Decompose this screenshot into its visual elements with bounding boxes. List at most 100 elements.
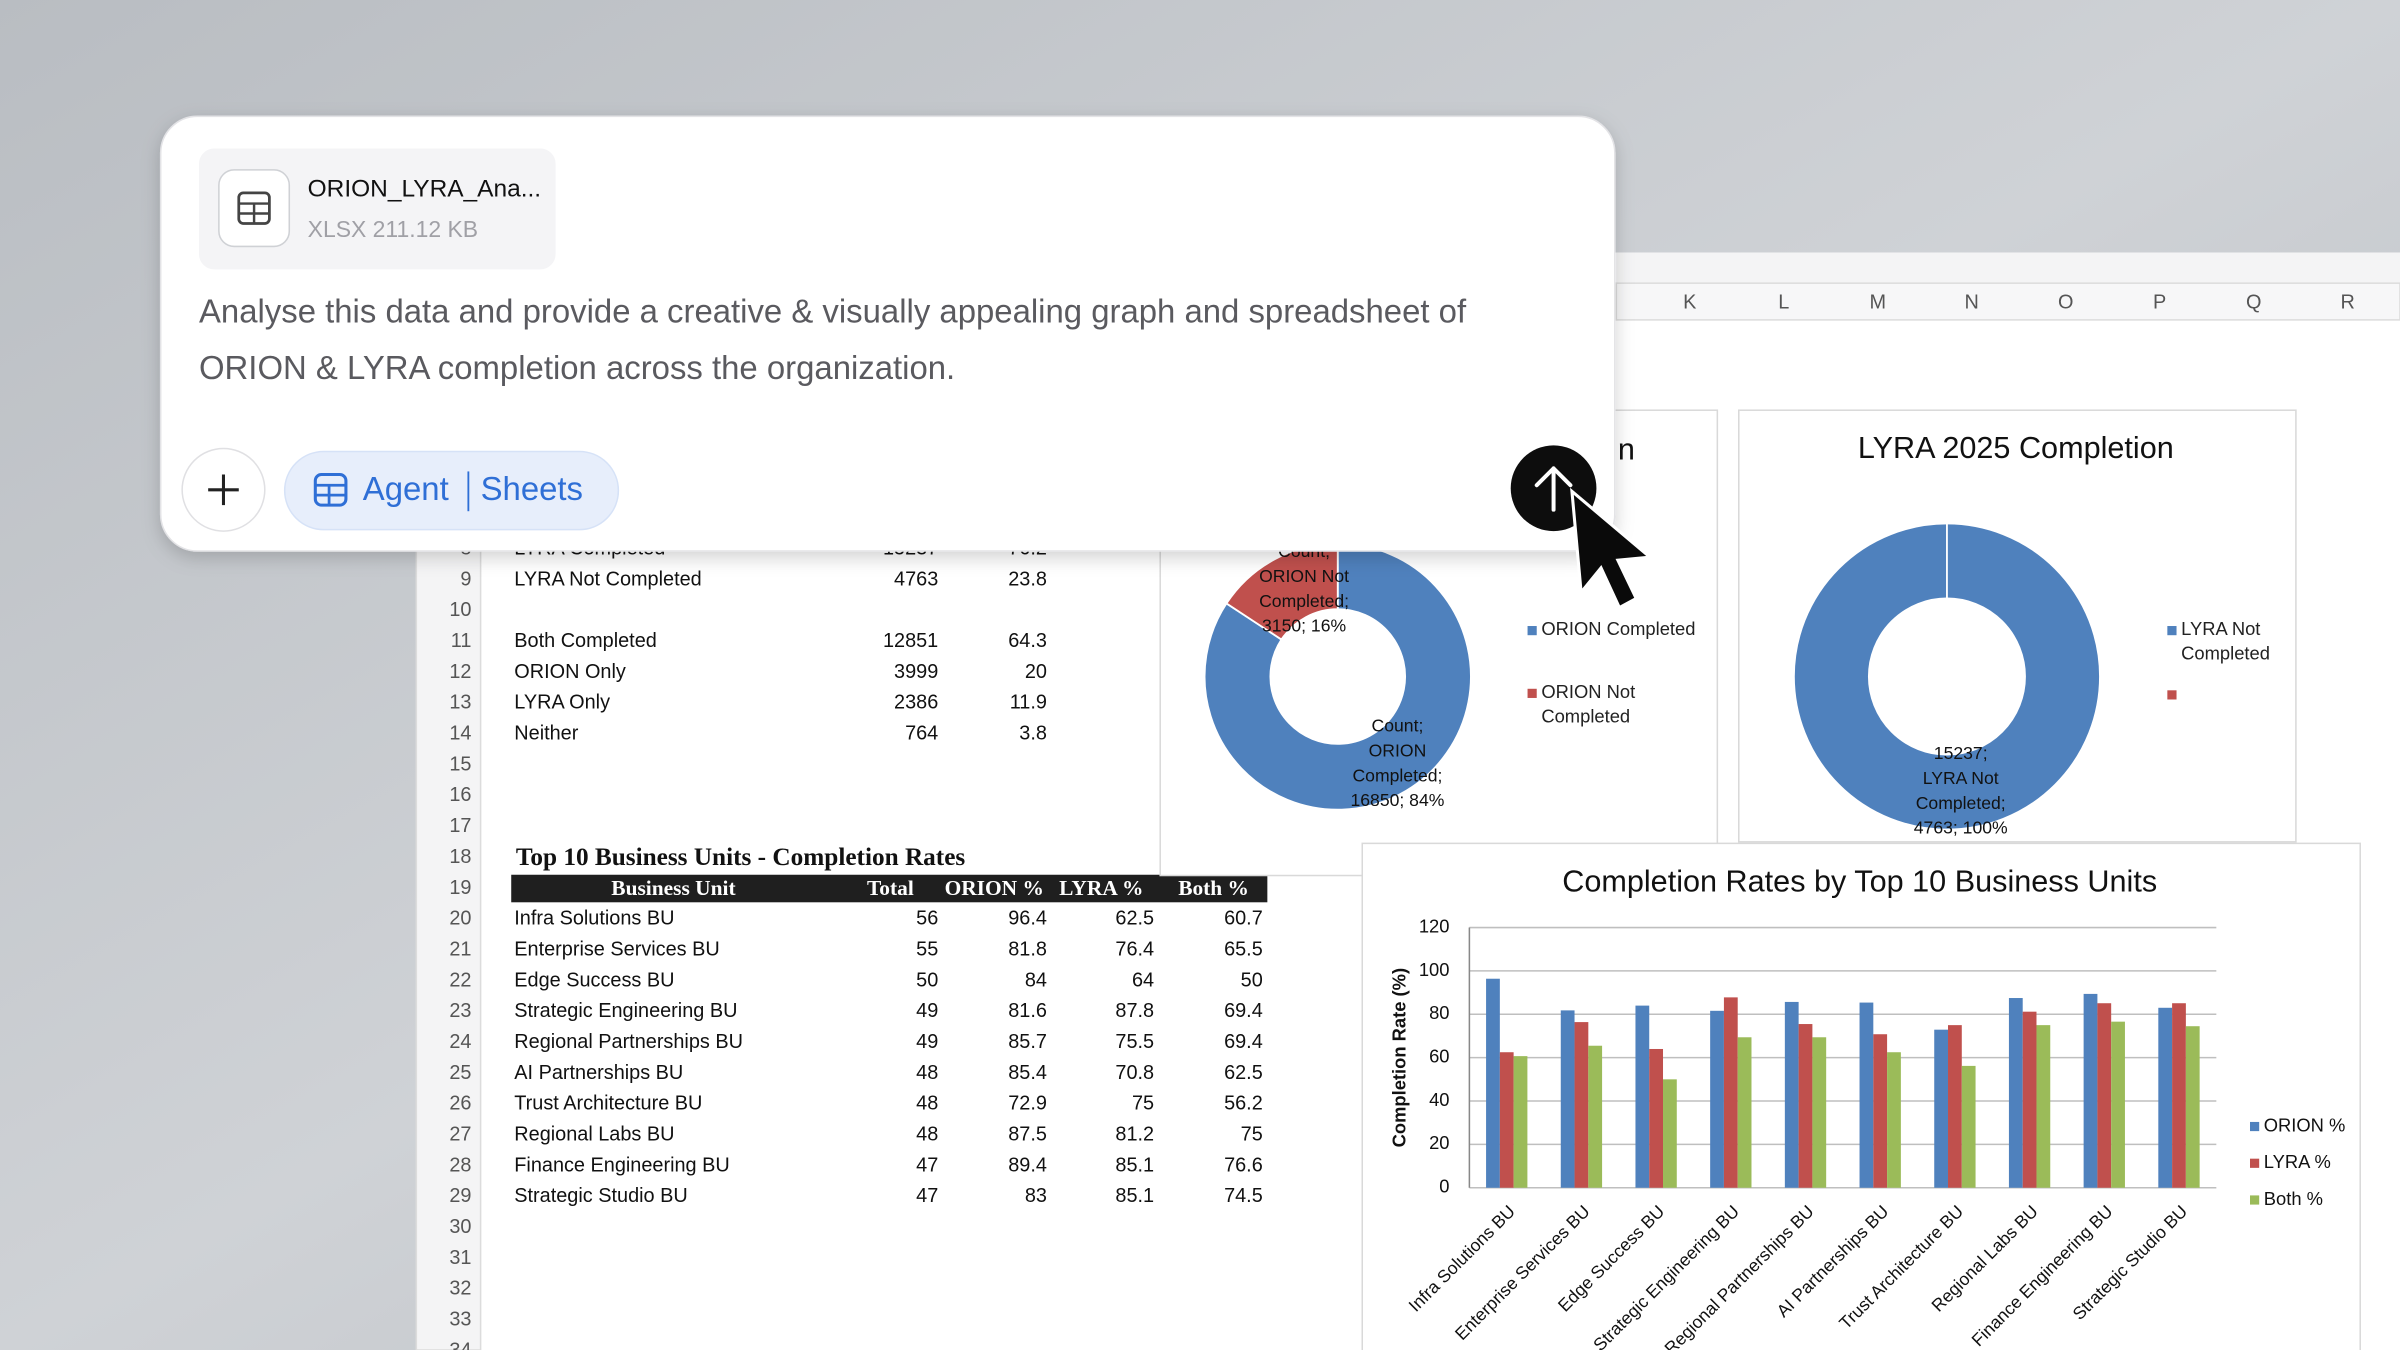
legend-swatch: [2250, 1121, 2260, 1132]
legend-label: ORION Not Completed: [1541, 681, 1636, 728]
cell-number: 85.1: [1115, 1154, 1154, 1176]
row-number: 20: [449, 908, 471, 930]
column-header-bar: [1615, 282, 2400, 321]
bar: [2036, 1025, 2051, 1188]
file-name: ORION_LYRA_Ana...: [308, 175, 541, 202]
cell-label: Strategic Engineering BU: [514, 1000, 737, 1022]
row-number: 17: [449, 815, 471, 837]
agent-label: Agent: [363, 470, 449, 507]
table-header: Total: [867, 876, 914, 900]
cell-number: 3999: [894, 661, 938, 683]
bar: [1948, 1025, 1962, 1188]
bar: [2008, 998, 2023, 1188]
bar: [1635, 1005, 1650, 1188]
data-label: 3150; 16%: [1262, 616, 1346, 636]
cell-number: 75: [1241, 1124, 1263, 1146]
y-tick-label: 40: [1429, 1089, 1449, 1110]
bar: [1784, 1001, 1799, 1188]
cell-number: 64.3: [1008, 630, 1047, 652]
sheets-label: Sheets: [481, 470, 583, 507]
bar: [1934, 1029, 1949, 1188]
row-number: 30: [449, 1216, 471, 1238]
cell-number: 56: [916, 908, 938, 930]
cell-label: AI Partnerships BU: [514, 1062, 683, 1084]
cell-number: 23.8: [1008, 568, 1047, 590]
bar: [2097, 1003, 2112, 1188]
table-title: Top 10 Business Units - Completion Rates: [516, 843, 966, 871]
column-letter: R: [2340, 291, 2354, 313]
row-number: 25: [449, 1062, 471, 1084]
data-label: LYRA Not: [1923, 768, 1999, 788]
cell-number: 87.5: [1008, 1124, 1047, 1146]
row-number: 28: [449, 1154, 471, 1176]
legend-box: ORION Not Completed: [1541, 681, 1636, 728]
cell-label: Regional Labs BU: [514, 1124, 674, 1146]
bar: [2083, 993, 2098, 1188]
file-meta: XLSX 211.12 KB: [308, 216, 478, 242]
cell-number: 85.1: [1115, 1185, 1154, 1207]
cell-number: 2386: [894, 692, 938, 714]
bar: [2111, 1021, 2125, 1188]
bar: [1513, 1056, 1528, 1188]
cell-label: Both Completed: [514, 630, 657, 652]
legend-label: LYRA Not Completed: [2181, 618, 2270, 665]
cell-number: 89.4: [1008, 1154, 1047, 1176]
bar: [1663, 1079, 1677, 1188]
sheets-icon: [313, 472, 348, 507]
legend-swatch: [2167, 690, 2177, 700]
legend-swatch: [1527, 626, 1537, 636]
bar: [1873, 1034, 1888, 1188]
cell-number: 70.8: [1115, 1062, 1154, 1084]
cell-label: Trust Architecture BU: [514, 1093, 702, 1115]
cell-number: 85.4: [1008, 1062, 1047, 1084]
table-header: Both %: [1178, 876, 1249, 900]
bar: [1798, 1024, 1813, 1188]
data-label: ORION Not: [1259, 566, 1349, 586]
cell-number: 60.7: [1224, 908, 1263, 930]
row-number: 32: [449, 1278, 471, 1300]
y-tick-label: 120: [1419, 915, 1450, 936]
cell-number: 56.2: [1224, 1093, 1263, 1115]
cell-number: 20: [1025, 661, 1047, 683]
cell-label: LYRA Only: [514, 692, 610, 714]
cell-number: 50: [1241, 969, 1263, 991]
bar: [1499, 1052, 1514, 1188]
table-header-bar: [511, 874, 1268, 903]
row-number: 26: [449, 1093, 471, 1115]
bar: [1812, 1037, 1827, 1188]
row-number: 13: [449, 692, 471, 714]
legend-swatch: [1527, 688, 1537, 698]
row-number: 22: [449, 969, 471, 991]
bar: [1649, 1048, 1664, 1188]
cell-number: 84: [1025, 969, 1047, 991]
row-number: 11: [451, 630, 472, 652]
agent-pill[interactable]: [283, 450, 620, 531]
donut-slice: [1203, 542, 1472, 811]
cell-number: 76.6: [1224, 1154, 1263, 1176]
cell-number: 81.6: [1008, 1000, 1047, 1022]
cell-number: 74.5: [1224, 1185, 1263, 1207]
row-number: 29: [449, 1185, 471, 1207]
bar: [1961, 1065, 1976, 1188]
table-header: ORION %: [945, 876, 1044, 900]
row-number: 23: [449, 1000, 471, 1022]
bar: [2022, 1011, 2037, 1188]
cell-label: Strategic Studio BU: [514, 1185, 687, 1207]
row-number: 12: [449, 661, 471, 683]
cell-number: 87.8: [1115, 1000, 1154, 1022]
legend-swatch: [2167, 626, 2177, 636]
data-label: Completed;: [1259, 591, 1349, 611]
row-number: 19: [449, 877, 471, 899]
bar: [2185, 1026, 2200, 1188]
cell-label: LYRA Not Completed: [514, 568, 701, 590]
legend-swatch: [2250, 1195, 2260, 1205]
bar: [1560, 1010, 1575, 1188]
column-letter: Q: [2246, 291, 2261, 313]
bar: [1588, 1045, 1603, 1188]
cell-number: 4763: [894, 568, 938, 590]
y-tick-label: 0: [1439, 1176, 1449, 1197]
cell-number: 764: [905, 723, 938, 745]
row-number: 34: [449, 1339, 471, 1350]
bar: [2158, 1007, 2173, 1188]
y-tick-label: 80: [1429, 1002, 1449, 1023]
